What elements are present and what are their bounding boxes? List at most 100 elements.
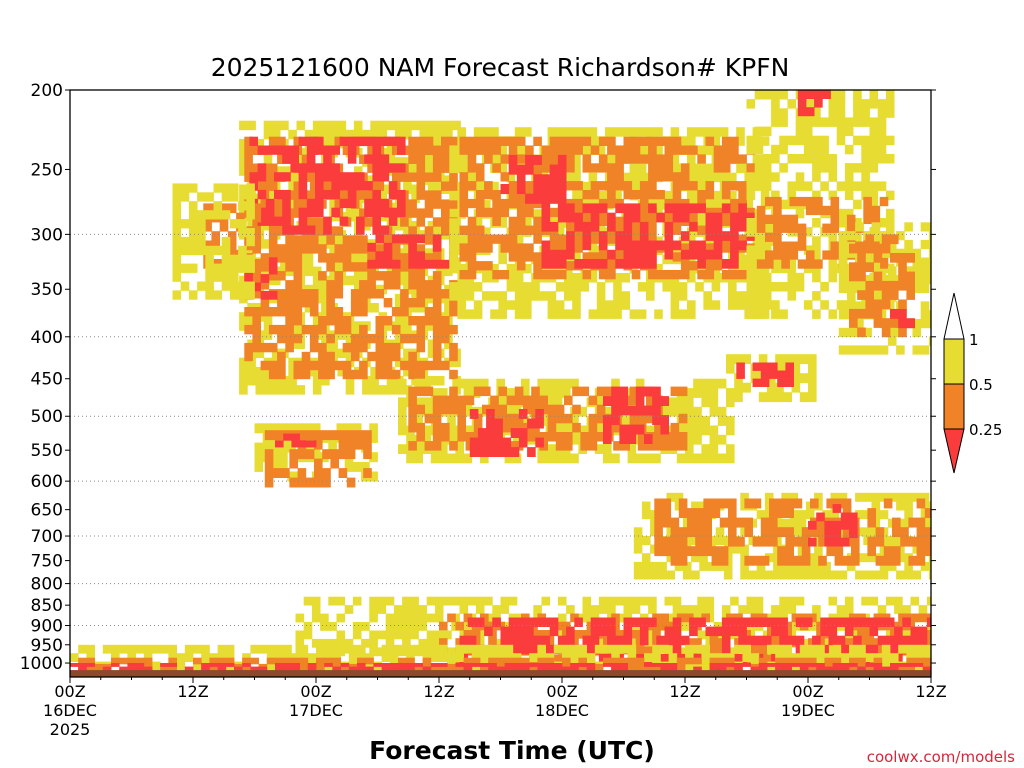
y-tick-label: 1000 [20, 654, 63, 674]
heat-cell [703, 508, 712, 518]
heat-cell [808, 373, 817, 384]
heat-cell [188, 201, 198, 211]
heat-cell [508, 216, 518, 226]
heat-cell [111, 657, 120, 665]
heat-cell [427, 248, 437, 258]
heat-cell [887, 492, 897, 502]
heat-cell [687, 190, 696, 201]
heat-cell [760, 362, 770, 371]
heat-cell [475, 596, 485, 606]
heat-cell [463, 666, 473, 671]
heat-cell [367, 351, 376, 362]
heat-cell [855, 222, 864, 232]
heat-cell [840, 666, 850, 671]
heat-cell [656, 240, 665, 251]
heat-cell [246, 228, 255, 238]
heat-cell [871, 205, 881, 216]
heat-cell [197, 219, 206, 229]
heat-cell [329, 129, 338, 140]
heat-cell [533, 184, 542, 195]
heat-cell [426, 613, 436, 623]
heat-cell [623, 136, 633, 146]
heat-cell [342, 342, 352, 353]
heat-cell [687, 154, 696, 164]
heat-cell [418, 638, 428, 648]
heat-cell [672, 605, 682, 614]
heat-cell [383, 235, 393, 245]
heat-cell [867, 536, 876, 547]
heat-cell [844, 617, 854, 627]
heat-cell [685, 416, 694, 426]
heat-cell [908, 536, 917, 547]
heat-cell [779, 117, 788, 127]
heat-cell [695, 127, 704, 137]
heat-cell [664, 240, 674, 251]
heat-cell [779, 626, 788, 637]
heat-cell [920, 492, 930, 502]
heat-cell [849, 644, 858, 654]
heat-cell [410, 622, 419, 631]
heat-cell [557, 234, 567, 244]
heat-cell [346, 477, 356, 488]
heat-cell [213, 245, 223, 256]
heat-cell [582, 163, 592, 173]
heat-cell [822, 205, 831, 216]
heat-cell [465, 291, 475, 301]
heat-cell [873, 253, 883, 263]
heat-cell [295, 423, 305, 434]
heat-cell [356, 172, 365, 182]
heat-cell [260, 360, 270, 371]
heat-cell [916, 555, 926, 566]
heat-cell [869, 181, 879, 191]
heat-cell [695, 172, 704, 183]
heat-cell [512, 653, 522, 662]
heat-cell [331, 189, 340, 200]
heat-cell [283, 653, 292, 662]
heat-cell [424, 316, 434, 326]
heat-cell [521, 388, 530, 398]
heat-cell [719, 517, 729, 528]
heat-cell [779, 282, 788, 292]
heat-cell [906, 280, 915, 291]
heat-cell [329, 248, 338, 258]
heat-cell [762, 227, 772, 237]
heat-cell [615, 225, 624, 235]
heat-cell [713, 622, 723, 631]
heat-cell [480, 644, 489, 654]
heat-cell [427, 321, 437, 331]
heat-cell [296, 120, 306, 131]
heat-cell [484, 154, 493, 164]
heat-cell [877, 117, 887, 127]
heat-cell [652, 653, 661, 662]
heat-cell [388, 216, 398, 226]
heat-cell [435, 376, 445, 386]
heat-cell [411, 303, 420, 313]
heat-cell [736, 127, 745, 137]
heat-cell [648, 225, 657, 235]
heat-cell [793, 555, 803, 566]
heat-cell [853, 617, 862, 627]
heat-cell [457, 404, 466, 415]
heat-cell [263, 157, 273, 167]
heat-cell [247, 366, 256, 377]
heat-cell [623, 231, 633, 241]
heat-cell [582, 613, 592, 623]
heat-cell [844, 208, 854, 219]
heat-cell [430, 663, 440, 667]
heat-cell [424, 208, 434, 218]
heat-cell [279, 461, 288, 472]
heat-cell [498, 145, 507, 155]
heat-cell [391, 351, 401, 362]
heat-cell [338, 430, 348, 441]
heat-cell [861, 172, 870, 182]
heat-cell [533, 635, 542, 646]
heat-cell [621, 127, 630, 137]
heat-cell [746, 309, 756, 319]
heat-cell [678, 413, 688, 424]
heat-cell [86, 653, 95, 662]
heat-cell [411, 184, 420, 194]
heat-cell [875, 527, 885, 538]
heat-cell [316, 653, 325, 662]
heat-cell [369, 613, 378, 623]
heat-cell [70, 663, 79, 667]
